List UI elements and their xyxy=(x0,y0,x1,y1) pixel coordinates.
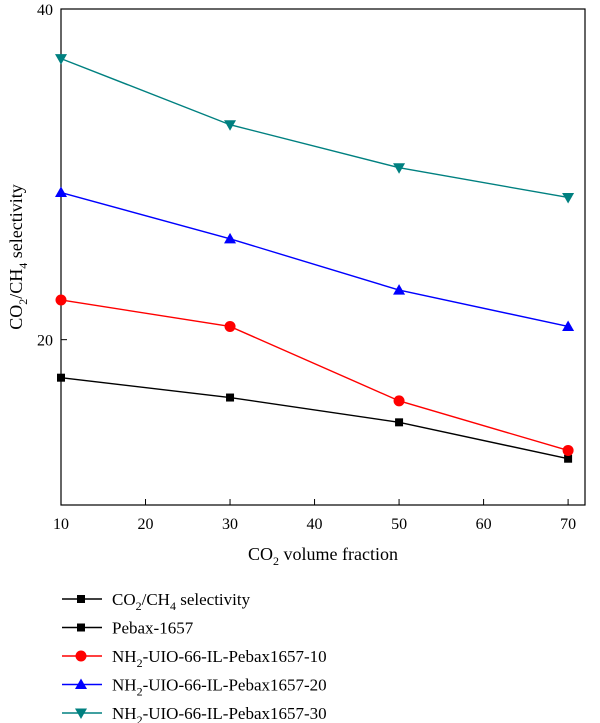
y-axis-title: CO2/CH4 selectivity xyxy=(6,184,30,330)
series-layer xyxy=(55,54,575,463)
legend-label: NH2-UIO-66-IL-Pebax1657-30 xyxy=(112,704,327,723)
legend-marker xyxy=(75,650,87,662)
data-point xyxy=(224,320,236,332)
series-line xyxy=(60,299,569,452)
data-point xyxy=(224,120,237,131)
series-4 xyxy=(55,54,575,204)
x-tick-label: 60 xyxy=(476,516,492,533)
data-point xyxy=(55,54,67,65)
data-point xyxy=(226,393,235,402)
legend-item: Pebax-1657 xyxy=(62,619,194,638)
legend-label: NH2-UIO-66-IL-Pebax1657-20 xyxy=(112,676,327,699)
series-line xyxy=(60,376,569,460)
plot-frame xyxy=(60,8,586,506)
legend-marker xyxy=(77,623,85,632)
legend-item: NH2-UIO-66-IL-Pebax1657-20 xyxy=(62,676,327,699)
legend-label: CO2/CH4 selectivity xyxy=(112,590,251,613)
x-axis-title: CO2 volume fraction xyxy=(248,544,398,568)
data-point xyxy=(395,418,404,427)
x-tick-label: 20 xyxy=(138,516,154,533)
data-point xyxy=(564,454,573,463)
x-tick-label: 70 xyxy=(560,516,576,533)
y-tick-label: 40 xyxy=(37,2,53,19)
data-point xyxy=(393,395,405,407)
x-tick-label: 30 xyxy=(222,516,238,533)
series-3 xyxy=(55,186,575,331)
legend-item: CO2/CH4 selectivity xyxy=(62,590,251,613)
x-tick-label: 10 xyxy=(53,516,69,533)
x-tick-label: 40 xyxy=(307,516,323,533)
data-point xyxy=(224,232,237,244)
data-point xyxy=(562,320,575,331)
series-line xyxy=(60,57,569,199)
data-point xyxy=(562,192,575,204)
x-tick-label: 50 xyxy=(391,516,407,533)
legend-marker xyxy=(75,708,87,719)
y-tick-label: 20 xyxy=(37,333,53,350)
x-axis: 10 20 30 40 50 60 70 xyxy=(53,499,576,533)
data-point xyxy=(55,186,67,198)
data-point xyxy=(562,444,574,456)
series-2 xyxy=(55,294,574,456)
legend-marker xyxy=(77,595,85,603)
data-point xyxy=(57,373,65,382)
data-point xyxy=(55,294,67,306)
legend-marker xyxy=(75,678,87,689)
legend-item: NH2-UIO-66-IL-Pebax1657-30 xyxy=(62,704,327,723)
legend: CO2/CH4 selectivity Pebax-1657 NH2-UIO-66-… xyxy=(62,590,327,723)
legend-item: NH2-UIO-66-IL-Pebax1657-10 xyxy=(62,647,327,670)
legend-label: NH2-UIO-66-IL-Pebax1657-10 xyxy=(112,647,327,670)
data-point xyxy=(393,284,406,295)
series-1 xyxy=(57,373,573,463)
series-line xyxy=(60,191,569,328)
data-point xyxy=(393,163,406,174)
legend-label: Pebax-1657 xyxy=(112,619,194,638)
